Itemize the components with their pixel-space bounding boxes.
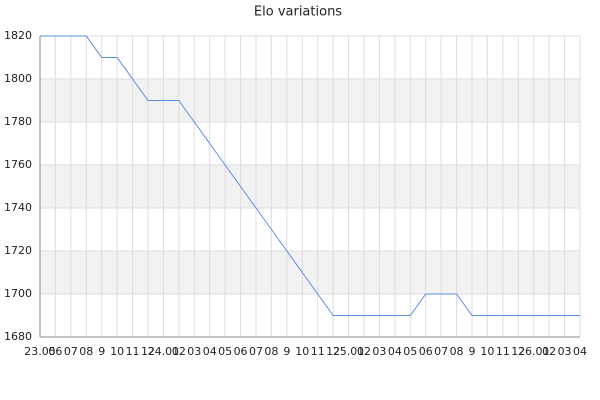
- x-tick-label: 08: [264, 345, 278, 358]
- x-tick-label: 02: [357, 345, 371, 358]
- x-tick-label: 04: [203, 345, 217, 358]
- y-tick-label: 1800: [4, 72, 32, 85]
- x-tick-label: 23.05: [24, 345, 56, 358]
- y-tick-label: 1740: [4, 201, 32, 214]
- x-tick-label: 03: [187, 345, 201, 358]
- y-tick-label: 1820: [4, 29, 32, 42]
- x-tick-label: 06: [234, 345, 248, 358]
- x-tick-label: 25.01: [333, 345, 365, 358]
- x-tick-label: 24.01: [148, 345, 180, 358]
- x-tick-label: 06: [48, 345, 62, 358]
- x-tick-label: 11: [311, 345, 325, 358]
- x-tick-label: 08: [450, 345, 464, 358]
- x-tick-label: 04: [573, 345, 587, 358]
- x-tick-label: 10: [110, 345, 124, 358]
- x-tick-label: 11: [496, 345, 510, 358]
- x-tick-label: 12: [326, 345, 340, 358]
- y-tick-label: 1700: [4, 287, 32, 300]
- x-tick-label: 06: [419, 345, 433, 358]
- x-tick-label: 11: [126, 345, 140, 358]
- x-tick-label: 02: [542, 345, 556, 358]
- y-tick-label: 1720: [4, 244, 32, 257]
- x-tick-label: 9: [469, 345, 476, 358]
- x-tick-label: 02: [172, 345, 186, 358]
- x-tick-label: 07: [64, 345, 78, 358]
- x-tick-label: 10: [295, 345, 309, 358]
- y-tick-label: 1780: [4, 115, 32, 128]
- x-tick-label: 03: [372, 345, 386, 358]
- x-tick-label: 03: [558, 345, 572, 358]
- grid-band: [40, 251, 580, 294]
- x-tick-label: 12: [141, 345, 155, 358]
- x-tick-label: 04: [388, 345, 402, 358]
- grid-band: [40, 79, 580, 122]
- y-tick-label: 1760: [4, 158, 32, 171]
- x-tick-label: 9: [98, 345, 105, 358]
- x-tick-label: 05: [403, 345, 417, 358]
- line: [40, 35, 580, 316]
- x-tick-label: 08: [79, 345, 93, 358]
- x-tick-label: 12: [511, 345, 525, 358]
- x-tick-label: 26.01: [518, 345, 550, 358]
- chart-title: Elo variations: [254, 5, 342, 20]
- grid-band: [40, 165, 580, 208]
- x-tick-label: 9: [283, 345, 290, 358]
- x-tick-label: 07: [249, 345, 263, 358]
- x-tick-label: 05: [218, 345, 232, 358]
- y-tick-label: 1680: [4, 330, 32, 343]
- x-tick-label: 07: [434, 345, 448, 358]
- x-tick-label: 10: [480, 345, 494, 358]
